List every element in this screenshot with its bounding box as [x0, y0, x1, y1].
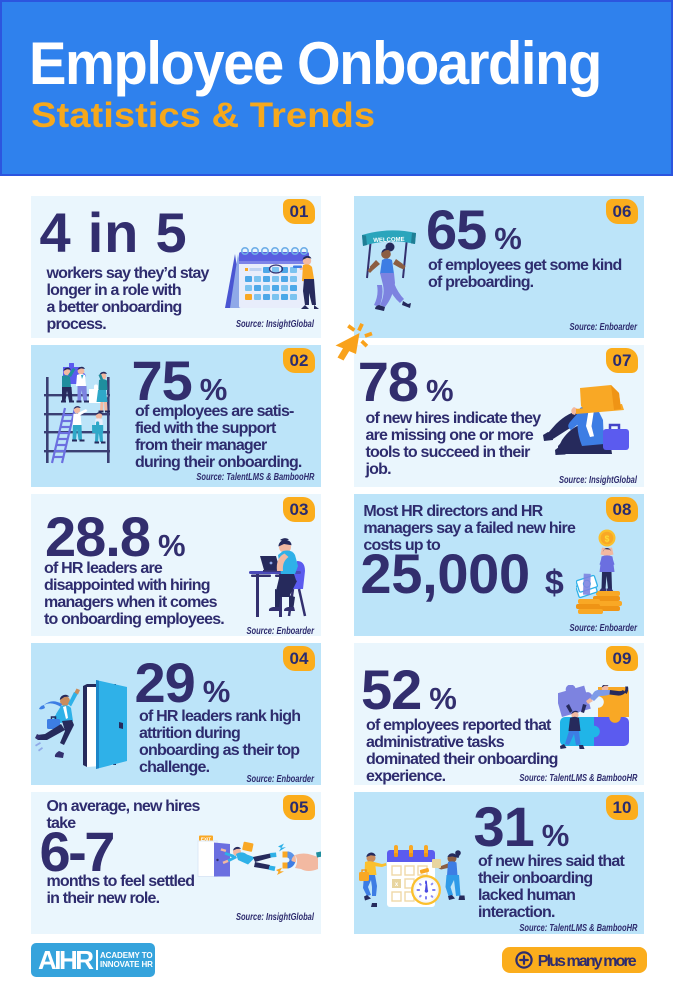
- svg-text:$: $: [605, 533, 610, 543]
- svg-text:x: x: [395, 882, 399, 888]
- svg-text:EXIT: EXIT: [201, 836, 211, 841]
- svg-text:WELCOME: WELCOME: [373, 237, 405, 244]
- svg-text:$: $: [604, 534, 609, 544]
